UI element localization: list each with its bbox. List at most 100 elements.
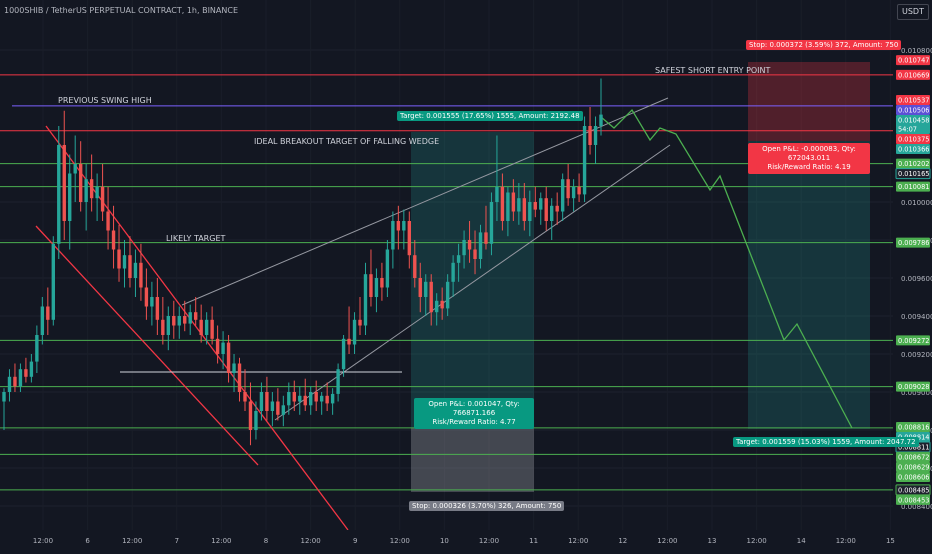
candle-body[interactable] (309, 392, 313, 406)
candle-body[interactable] (358, 319, 362, 326)
candle-body[interactable] (117, 249, 121, 269)
candle-body[interactable] (215, 338, 220, 354)
candle-body[interactable] (347, 338, 351, 345)
candle-body[interactable] (144, 287, 149, 307)
candle-body[interactable] (292, 392, 296, 402)
candle-body[interactable] (276, 401, 280, 415)
candle-body[interactable] (7, 376, 12, 392)
candle-body[interactable] (237, 363, 242, 393)
candle-body[interactable] (517, 198, 521, 212)
candle-body[interactable] (35, 335, 39, 362)
candle-body[interactable] (40, 306, 45, 336)
candle-body[interactable] (62, 145, 66, 221)
candle-body[interactable] (232, 363, 236, 374)
candle-body[interactable] (440, 300, 444, 309)
candle-body[interactable] (500, 186, 505, 221)
candle-body[interactable] (533, 202, 537, 210)
candle-body[interactable] (29, 361, 34, 377)
candle-body[interactable] (210, 319, 214, 339)
candle-body[interactable] (248, 401, 253, 431)
candle-body[interactable] (259, 392, 264, 411)
candle-body[interactable] (24, 369, 28, 377)
candle-body[interactable] (434, 300, 439, 313)
candle-body[interactable] (539, 198, 543, 210)
candle-body[interactable] (265, 392, 269, 411)
candle-body[interactable] (363, 274, 368, 326)
candle-body[interactable] (177, 316, 181, 326)
candle-body[interactable] (424, 281, 428, 297)
candle-body[interactable] (84, 179, 88, 202)
candle-body[interactable] (243, 392, 247, 402)
candle-body[interactable] (199, 319, 203, 335)
candle-body[interactable] (139, 262, 143, 288)
candle-body[interactable] (380, 278, 384, 288)
candle-body[interactable] (484, 232, 488, 244)
candle-body[interactable] (193, 312, 198, 320)
candle-body[interactable] (330, 393, 335, 404)
candle-body[interactable] (2, 392, 6, 402)
candle-body[interactable] (254, 411, 258, 430)
candle-body[interactable] (183, 316, 187, 324)
candle-body[interactable] (391, 221, 395, 250)
candle-body[interactable] (396, 221, 401, 231)
candle-body[interactable] (495, 186, 499, 202)
candle-body[interactable] (13, 376, 17, 387)
candle-body[interactable] (226, 342, 231, 373)
candle-body[interactable] (385, 249, 390, 288)
currency-selector[interactable]: USDT (897, 4, 929, 20)
candle-body[interactable] (560, 179, 565, 212)
candle-body[interactable] (593, 126, 598, 145)
candle-body[interactable] (51, 243, 55, 320)
candle-body[interactable] (582, 126, 587, 195)
candle-body[interactable] (122, 255, 127, 269)
candle-body[interactable] (550, 205, 554, 221)
candle-body[interactable] (57, 145, 61, 244)
projection-path[interactable] (600, 108, 853, 429)
candle-body[interactable] (204, 319, 209, 335)
candle-body[interactable] (73, 164, 77, 174)
candle-body[interactable] (188, 312, 192, 324)
candle-body[interactable] (588, 126, 592, 145)
candle-body[interactable] (511, 192, 516, 212)
candle-body[interactable] (133, 262, 138, 278)
candle-body[interactable] (172, 316, 176, 326)
candle-body[interactable] (270, 401, 275, 412)
candle-body[interactable] (577, 186, 581, 195)
candle-body[interactable] (287, 392, 291, 406)
time-axis[interactable]: 12:00 6 12:00 7 12:00 8 12:00 9 12:00 10 12:00 11 12… (0, 530, 932, 550)
candle-body[interactable] (478, 232, 483, 259)
candle-body[interactable] (150, 297, 154, 307)
candle-body[interactable] (281, 405, 286, 415)
candle-body[interactable] (506, 192, 510, 222)
candle-body[interactable] (100, 186, 105, 212)
rising-wedge-lower[interactable] (274, 144, 671, 421)
candle-body[interactable] (298, 395, 302, 402)
candle-body[interactable] (544, 198, 548, 221)
candle-body[interactable] (462, 240, 466, 256)
candle-body[interactable] (161, 319, 165, 335)
candle-body[interactable] (407, 221, 412, 256)
rising-wedge-upper[interactable] (181, 97, 669, 306)
candle-body[interactable] (555, 205, 559, 212)
candle-body[interactable] (445, 281, 450, 309)
candle-body[interactable] (89, 179, 94, 199)
candle-body[interactable] (456, 255, 461, 263)
candle-body[interactable] (221, 342, 225, 354)
candle-body[interactable] (418, 278, 422, 297)
candle-body[interactable] (473, 249, 477, 260)
candle-body[interactable] (166, 316, 171, 335)
candle-body[interactable] (528, 202, 532, 221)
candle-body[interactable] (413, 255, 417, 278)
candle-body[interactable] (489, 202, 494, 244)
candle-body[interactable] (314, 392, 318, 402)
candle-body[interactable] (128, 255, 132, 278)
candle-body[interactable] (451, 262, 455, 282)
candle-body[interactable] (18, 369, 23, 387)
candle-body[interactable] (95, 186, 99, 199)
candle-body[interactable] (106, 211, 110, 231)
candle-body[interactable] (566, 179, 570, 199)
candle-body[interactable] (68, 173, 72, 222)
candle-body[interactable] (467, 240, 472, 250)
